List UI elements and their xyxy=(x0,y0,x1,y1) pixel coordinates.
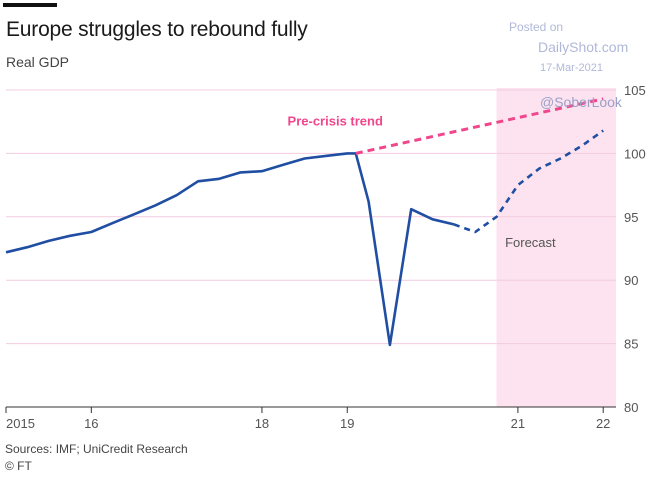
y-tick-label: 80 xyxy=(624,400,638,415)
title-accent-bar xyxy=(3,3,57,7)
watermark-posted-on: Posted on xyxy=(509,20,564,34)
forecast-region xyxy=(496,88,616,407)
chart-title: Europe struggles to rebound fully xyxy=(6,18,308,41)
x-tick-label: 16 xyxy=(84,416,98,431)
chart-subtitle: Real GDP xyxy=(6,54,70,70)
x-tick-label: 19 xyxy=(340,416,354,431)
forecast-annotation: Forecast xyxy=(505,235,556,250)
x-tick-label: 2015 xyxy=(6,416,35,431)
y-tick-label: 100 xyxy=(624,146,646,161)
ft-credit: © FT xyxy=(5,459,32,473)
watermark-handle: @SoberLook xyxy=(540,94,622,110)
y-tick-label: 95 xyxy=(624,210,638,225)
x-tick-label: 21 xyxy=(511,416,525,431)
x-tick-label: 22 xyxy=(596,416,610,431)
x-tick-label: 18 xyxy=(255,416,269,431)
gdp-line xyxy=(5,152,455,347)
y-tick-label: 90 xyxy=(624,273,638,288)
watermark-site: DailyShot.com xyxy=(538,39,629,55)
trend-annotation: Pre-crisis trend xyxy=(288,114,383,129)
source-note: Sources: IMF; UniCredit Research xyxy=(5,442,188,456)
y-tick-label: 85 xyxy=(624,337,638,352)
y-tick-label: 105 xyxy=(624,83,646,98)
trend-line xyxy=(355,97,604,155)
forecast-line xyxy=(453,129,604,234)
watermark-date: 17-Mar-2021 xyxy=(540,62,603,74)
